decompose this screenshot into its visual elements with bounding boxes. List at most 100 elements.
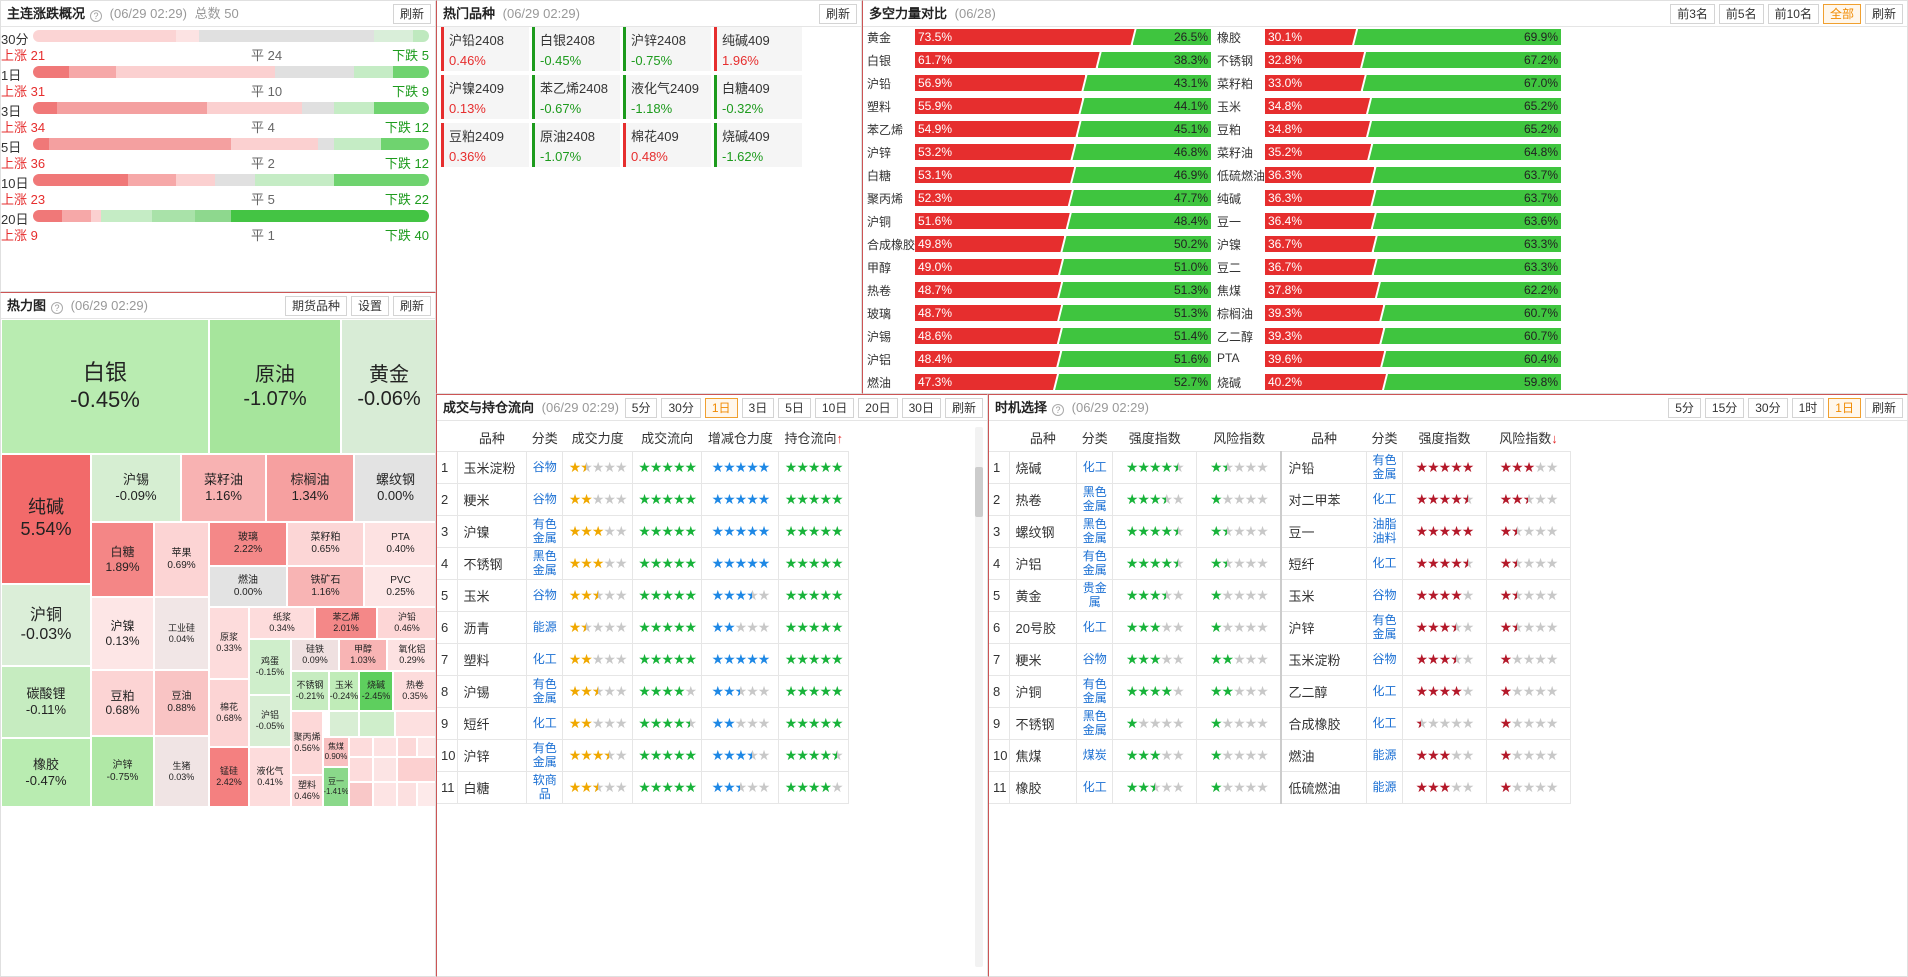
heatmap-button[interactable]: 期货品种	[284, 296, 347, 316]
timing-col-header[interactable]: 强度指数	[1418, 431, 1471, 447]
flow-col-header[interactable]: 成交力度	[571, 431, 624, 447]
product-category[interactable]: 化工	[1365, 706, 1403, 740]
hot-item[interactable]: 液化气2409 -1.18%	[623, 75, 711, 119]
product-name[interactable]: 燃油	[1280, 738, 1367, 772]
heatmap-button[interactable]: 刷新	[392, 296, 431, 316]
heatmap-cell[interactable]	[373, 782, 397, 807]
hot-item[interactable]: 纯碱409 1.96%	[714, 27, 802, 71]
product-category[interactable]: 黑色金属	[1076, 706, 1114, 740]
product-category[interactable]: 有色金属	[526, 674, 564, 708]
flow-col-header[interactable]: 品种	[478, 431, 505, 447]
heatmap-cell[interactable]	[349, 737, 373, 757]
heatmap-cell[interactable]: 工业硅 0.04%	[154, 597, 209, 670]
heatmap-cell[interactable]: 液化气 0.41%	[249, 747, 291, 807]
heatmap-cell[interactable]: 沪镍 0.13%	[91, 597, 154, 670]
product-category[interactable]: 谷物	[526, 450, 564, 484]
product-name[interactable]: 塑料	[456, 642, 528, 676]
heatmap-cell[interactable]	[359, 711, 395, 737]
heatmap-cell[interactable]: 焦煤 0.90%	[323, 737, 349, 767]
hot-item[interactable]: 原油2408 -1.07%	[532, 123, 620, 167]
heatmap-cell[interactable]: 原浆 0.33%	[209, 607, 249, 679]
heatmap-cell[interactable]: 聚丙烯 0.56%	[291, 711, 323, 775]
heatmap-cell[interactable]: 棕榈油 1.34%	[266, 454, 354, 522]
heatmap-button[interactable]: 设置	[350, 296, 389, 316]
timing-col-header[interactable]: 品种	[1029, 431, 1056, 447]
flow-tab[interactable]: 5分	[624, 398, 658, 418]
heatmap-cell[interactable]: 锰硅 2.42%	[209, 747, 249, 807]
heatmap-cell[interactable]	[373, 757, 397, 782]
flow-tab[interactable]: 刷新	[944, 398, 983, 418]
product-name[interactable]: 沥青	[456, 610, 528, 644]
product-name[interactable]: 玉米	[1280, 578, 1367, 612]
timing-tab[interactable]: 刷新	[1864, 398, 1903, 418]
hot-item[interactable]: 白银2408 -0.45%	[532, 27, 620, 71]
product-name[interactable]: 沪铜	[1008, 674, 1078, 708]
product-name[interactable]: 20号胶	[1008, 610, 1078, 644]
heatmap-cell[interactable]: 塑料 0.46%	[291, 775, 323, 807]
heatmap-cell[interactable]: 纯碱 5.54%	[1, 454, 91, 584]
longshort-tab[interactable]: 前10名	[1767, 4, 1819, 24]
heatmap-cell[interactable]: 豆粕 0.68%	[91, 670, 154, 736]
flow-row[interactable]: 3 沪镍 有色金属 ★★★★★ ★★★★★ ★★★★★ ★★★★★	[437, 514, 849, 548]
heatmap-cell[interactable]: 硅铁 0.09%	[291, 639, 339, 671]
heatmap-cell[interactable]: PVC 0.25%	[364, 566, 435, 607]
timing-tab[interactable]: 15分	[1704, 398, 1745, 418]
heatmap-cell[interactable]: 苯乙烯 2.01%	[315, 607, 377, 639]
product-name[interactable]: 烧碱	[1008, 450, 1078, 484]
heatmap-cell[interactable]	[395, 711, 435, 737]
product-category[interactable]: 谷物	[1365, 642, 1403, 676]
heatmap-cell[interactable]: 鸡蛋 -0.15%	[249, 639, 291, 695]
product-name[interactable]: 焦煤	[1008, 738, 1078, 772]
product-category[interactable]: 黑色金属	[1076, 482, 1114, 516]
product-name[interactable]: 乙二醇	[1280, 674, 1367, 708]
timing-tab[interactable]: 1时	[1791, 398, 1825, 418]
product-name[interactable]: 低硫燃油	[1280, 770, 1367, 804]
product-category[interactable]: 化工	[1076, 450, 1114, 484]
product-category[interactable]: 有色金属	[1076, 546, 1114, 580]
heatmap-cell[interactable]: 苹果 0.69%	[154, 522, 209, 597]
heatmap-cell[interactable]: 豆一 -1.41%	[323, 767, 349, 807]
heatmap-cell[interactable]: 沪铜 -0.03%	[1, 584, 91, 666]
product-category[interactable]: 油脂油料	[1365, 514, 1403, 548]
product-category[interactable]: 谷物	[526, 482, 564, 516]
heatmap-cell[interactable]	[417, 782, 435, 807]
product-category[interactable]: 谷物	[1076, 642, 1114, 676]
longshort-tab[interactable]: 前5名	[1718, 4, 1764, 24]
heatmap-cell[interactable]: 豆油 0.88%	[154, 670, 209, 736]
heatmap-cell[interactable]	[397, 757, 435, 782]
product-category[interactable]: 化工	[1365, 674, 1403, 708]
product-name[interactable]: 沪锡	[456, 674, 528, 708]
heatmap-cell[interactable]: 沪锡 -0.09%	[91, 454, 181, 522]
product-name[interactable]: 白糖	[456, 770, 528, 804]
product-name[interactable]: 玉米淀粉	[1280, 642, 1367, 676]
longshort-tab[interactable]: 刷新	[1864, 4, 1903, 24]
flow-row[interactable]: 7 塑料 化工 ★★★★★ ★★★★★ ★★★★★ ★★★★★	[437, 642, 849, 676]
product-category[interactable]: 能源	[526, 610, 564, 644]
heatmap-cell[interactable]	[349, 782, 373, 807]
product-name[interactable]: 粳米	[456, 482, 528, 516]
product-category[interactable]: 有色金属	[526, 738, 564, 772]
heatmap-cell[interactable]	[329, 711, 359, 737]
product-category[interactable]: 黑色金属	[526, 546, 564, 580]
product-name[interactable]: 不锈钢	[456, 546, 528, 580]
product-name[interactable]: 短纤	[1280, 546, 1367, 580]
hot-item[interactable]: 苯乙烯2408 -0.67%	[532, 75, 620, 119]
heatmap-cell[interactable]: 铁矿石 1.16%	[287, 566, 364, 607]
timing-row[interactable]: 10 焦煤 煤炭 ★★★★★ ★★★★★ 燃油 能源 ★★★★★ ★★★★★	[989, 738, 1572, 772]
product-category[interactable]: 有色金属	[526, 514, 564, 548]
help-icon[interactable]: ?	[90, 10, 103, 22]
flow-tab[interactable]: 3日	[741, 398, 775, 418]
heatmap-cell[interactable]	[417, 737, 435, 757]
product-category[interactable]: 有色金属	[1076, 674, 1114, 708]
heatmap-cell[interactable]	[397, 782, 417, 807]
